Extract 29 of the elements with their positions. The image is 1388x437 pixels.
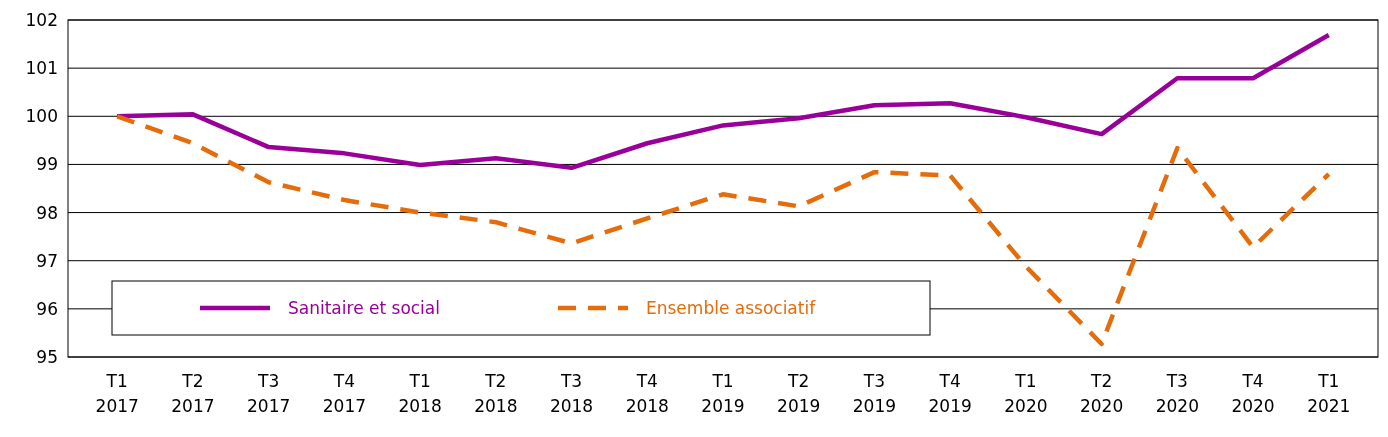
x-tick-label: T2 2019 — [777, 371, 821, 416]
x-tick-label: T2 2020 — [1079, 371, 1124, 416]
y-tick-label: 96 — [36, 298, 58, 319]
y-tick-label: 102 — [25, 9, 58, 30]
x-tick-label: T4 2018 — [625, 371, 669, 416]
line-series — [114, 114, 1332, 347]
x-tick-label: T1 2017 — [95, 371, 139, 416]
y-tick-label: 100 — [25, 106, 58, 127]
x-tick-label: T1 2018 — [398, 371, 442, 416]
x-tick-label: T2 2017 — [171, 371, 215, 416]
y-tick-label: 95 — [36, 346, 58, 367]
y-tick-label: 98 — [36, 202, 58, 223]
legend-label: Sanitaire et social — [288, 297, 440, 318]
x-tick-label: T4 2017 — [322, 371, 367, 416]
x-tick-label: T4 2019 — [928, 371, 972, 416]
y-tick-label: 101 — [25, 58, 58, 79]
x-tick-label: T3 2020 — [1155, 371, 1199, 416]
x-tick-label: T4 2020 — [1231, 371, 1275, 416]
y-tick-label: 99 — [36, 154, 58, 175]
line-series — [114, 32, 1332, 171]
x-tick-label: T3 2019 — [852, 371, 897, 416]
x-tick-label: T3 2017 — [247, 371, 291, 416]
x-tick-label: T3 2018 — [549, 371, 594, 416]
x-tick-label: T1 2020 — [1004, 371, 1048, 416]
legend-label: Ensemble associatif — [646, 297, 817, 318]
x-tick-label: T1 2021 — [1307, 371, 1351, 416]
x-tick-label: T1 2019 — [701, 371, 745, 416]
y-tick-label: 97 — [36, 250, 58, 271]
x-tick-label: T2 2018 — [474, 371, 518, 416]
